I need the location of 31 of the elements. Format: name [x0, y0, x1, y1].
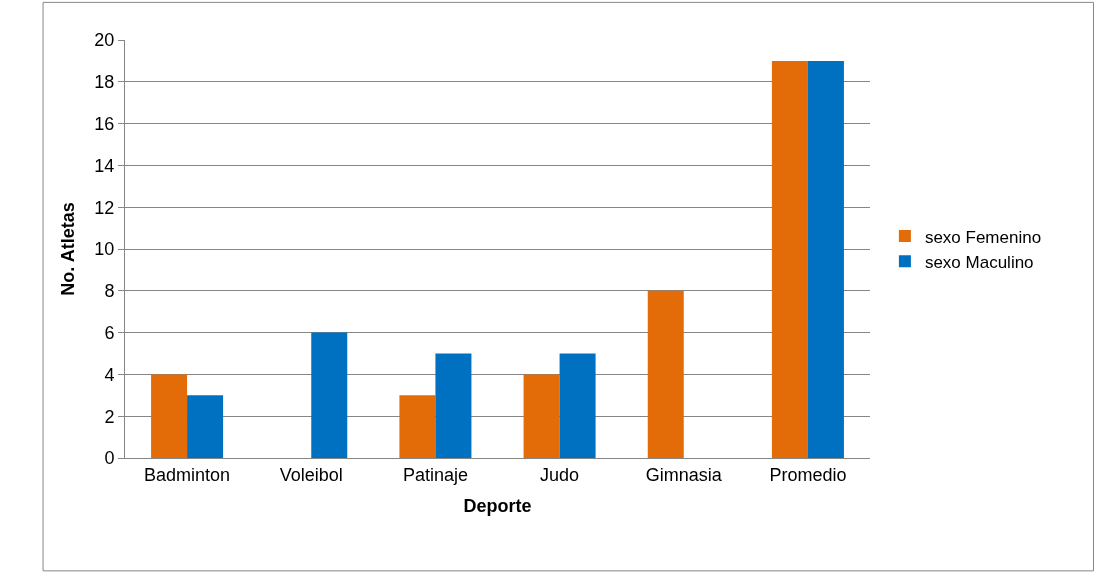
y-tick-label: 10	[94, 239, 115, 260]
y-tick-label: 4	[104, 364, 115, 385]
y-tick-label: 14	[94, 155, 115, 176]
bar	[311, 332, 348, 458]
y-tick-label: 8	[104, 281, 115, 302]
x-tick-label: Patinaje	[402, 464, 468, 485]
x-tick-label: Badminton	[144, 464, 231, 485]
legend-label: sexo Maculino	[924, 252, 1034, 272]
x-axis-title: Deporte	[463, 495, 532, 516]
bar	[399, 395, 436, 458]
y-tick-label: 6	[104, 322, 115, 343]
y-tick-label: 20	[94, 30, 115, 51]
y-tick-label: 12	[94, 197, 115, 218]
y-tick-label: 0	[104, 448, 115, 469]
x-tick-label: Promedio	[769, 464, 847, 485]
y-tick-label: 18	[94, 72, 115, 93]
bar	[807, 60, 844, 458]
y-tick-label: 16	[94, 113, 115, 134]
legend-label: sexo Femenino	[924, 227, 1042, 247]
bar	[187, 395, 224, 458]
x-tick-label: Judo	[540, 464, 580, 485]
bar	[435, 353, 472, 458]
bar	[771, 60, 808, 458]
y-tick-label: 2	[104, 406, 115, 427]
y-axis-title: No. Atletas	[57, 202, 78, 296]
x-tick-label: Voleibol	[279, 464, 343, 485]
bar	[559, 353, 596, 458]
x-tick-label: Gimnasia	[645, 464, 723, 485]
bar	[523, 374, 560, 458]
bar	[647, 290, 684, 458]
bar	[151, 374, 188, 458]
